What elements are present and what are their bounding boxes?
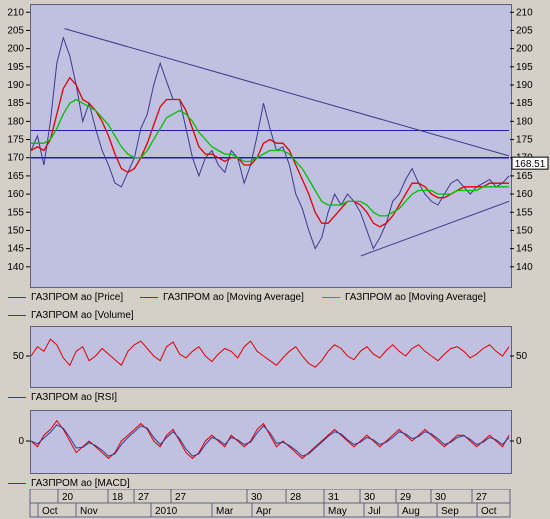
y-tick-label-right: 150 [516,225,533,236]
day-tick-label: 30 [364,492,376,503]
y-tick-label-right: 190 [516,80,533,91]
day-tick-label: 30 [435,492,447,503]
day-tick-label: 20 [62,492,74,503]
rsi-tick-label-left: 50 [13,351,25,362]
macd-tick-label-right: 0 [516,436,522,447]
day-tick-label: 28 [290,492,302,503]
legend-rsi: ГАЗПРОМ ао [RSI] [8,392,117,403]
price-panel [30,4,512,288]
volume-legend: ГАЗПРОМ ао [Volume] [0,308,550,324]
y-tick-label-left: 160 [7,189,24,200]
y-tick-label-left: 210 [7,7,24,18]
month-tick-label: Sep [441,506,459,517]
y-tick-label-left: 205 [7,25,24,36]
macd-series-0 [30,419,510,460]
y-tick-label-left: 200 [7,44,24,55]
day-tick-label: 30 [251,492,263,503]
series-line-2 [31,98,509,217]
legend-macd: ГАЗПРОМ ао [MACD] [8,478,130,489]
last-value-label: 168.51 [515,159,546,170]
month-tick-label: Aug [402,506,420,517]
series-line-1 [30,76,509,228]
trendline-resistance [64,28,510,157]
month-tick-label: 2010 [155,506,178,517]
y-tick-label-right: 195 [516,62,533,73]
y-tick-label-left: 170 [7,153,24,164]
day-tick-label: 27 [476,492,488,503]
y-tick-label-right: 145 [516,244,533,255]
rsi-panel [30,326,512,388]
y-tick-label-right: 155 [516,207,533,218]
rsi-chart: 50 50 [13,338,528,368]
legend-ma2: ГАЗПРОМ ао [Moving Average] [322,292,486,303]
y-tick-label-left: 165 [7,171,24,182]
macd-legend: ГАЗПРОМ ао [MACD] [0,476,550,492]
day-tick-label: 27 [175,492,187,503]
date-axis: 20 18 27 27 30 28 31 30 29 30 27 Oct Nov 2010 Mar Apr Ma… [29,489,511,518]
trendline-support [360,200,510,257]
rsi-series-0 [30,338,510,368]
y-tick-label-left: 190 [7,80,24,91]
y-tick-label-left: 175 [7,135,24,146]
month-tick-label: Jul [368,506,381,517]
y-tick-label-right: 205 [516,25,533,36]
day-tick-label: 31 [328,492,340,503]
y-tick-label-left: 180 [7,116,24,127]
month-tick-label: May [328,506,347,517]
month-tick-label: Oct [42,506,58,517]
y-tick-label-left: 140 [7,262,24,273]
y-tick-label-right: 165 [516,171,533,182]
y-tick-label-right: 200 [516,44,533,55]
y-tick-label-right: 160 [516,189,533,200]
day-tick-label: 27 [138,492,150,503]
y-tick-label-right: 180 [516,116,533,127]
y-tick-label-right: 185 [516,98,533,109]
macd-panel [30,410,512,474]
legend-ma1: ГАЗПРОМ ао [Moving Average] [140,292,304,303]
y-tick-label-right: 175 [516,135,533,146]
month-tick-label: Mar [216,506,234,517]
month-tick-label: Apr [256,506,272,517]
macd-tick-label-left: 0 [18,436,24,447]
y-tick-label-left: 155 [7,207,24,218]
legend-volume: ГАЗПРОМ ао [Volume] [8,310,134,321]
legend-price: ГАЗПРОМ ао [Price] [8,292,123,303]
rsi-legend: ГАЗПРОМ ао [RSI] [0,390,550,406]
rsi-tick-label-right: 50 [516,351,528,362]
price-legend: ГАЗПРОМ ао [Price] ГАЗПРОМ ао [Moving Av… [0,290,550,306]
month-tick-label: Oct [481,506,497,517]
day-tick-label: 18 [112,492,124,503]
y-tick-label-left: 185 [7,98,24,109]
y-tick-label-right: 210 [516,7,533,18]
macd-series-1 [30,424,510,457]
series-line-0 [30,35,510,250]
y-tick-label-left: 195 [7,62,24,73]
y-tick-label-left: 145 [7,244,24,255]
y-tick-label-left: 150 [7,225,24,236]
month-tick-label: Nov [80,506,98,517]
y-tick-label-right: 140 [516,262,533,273]
price-chart: 140 140 145 145 150 150 155 155 160 160 165 165 170 1… [7,7,549,273]
last-value-box [511,156,549,170]
day-tick-label: 29 [400,492,412,503]
